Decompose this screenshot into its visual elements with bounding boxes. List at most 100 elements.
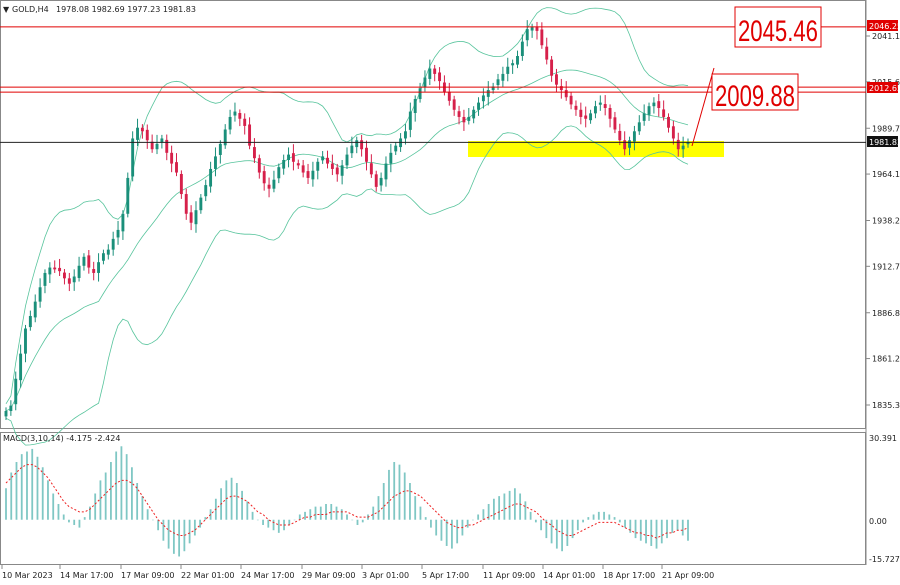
macd-bar xyxy=(68,519,70,523)
macd-bar xyxy=(555,519,558,549)
candle-body xyxy=(287,154,290,160)
macd-bar xyxy=(241,490,243,520)
macd-bar xyxy=(666,519,668,539)
macd-bar xyxy=(83,517,86,520)
y-tick-label: 2041.15 xyxy=(872,32,900,41)
candle-body xyxy=(262,171,266,184)
macd-bar xyxy=(120,446,123,520)
macd-bar xyxy=(298,514,301,520)
candle-body xyxy=(228,116,232,130)
candle-body xyxy=(516,55,519,65)
bollinger-bands xyxy=(5,7,689,446)
macd-label: MACD(3,10,14) -4.175 -2.424 xyxy=(3,434,120,443)
tag-price: 1981.83 xyxy=(869,138,900,147)
y-tick-label: 1886.80 xyxy=(872,309,900,318)
macd-bar xyxy=(414,496,417,520)
macd-bar xyxy=(151,519,154,521)
x-tick-label: 22 Mar 01:00 xyxy=(181,571,234,580)
macd-bar xyxy=(534,519,537,523)
candle-body xyxy=(550,59,554,76)
macd-bar xyxy=(193,519,196,536)
macd-bar xyxy=(388,469,390,520)
candle-body xyxy=(433,68,437,74)
macd-bar xyxy=(550,519,553,544)
candle-body xyxy=(189,212,193,223)
macd-bar xyxy=(624,519,626,528)
candle-body xyxy=(355,140,359,148)
macd-bar xyxy=(618,519,621,523)
macd-bar xyxy=(110,462,112,520)
macd-bar xyxy=(634,519,637,539)
candle-body xyxy=(9,405,13,412)
y-tick-label: 1938.25 xyxy=(872,217,900,226)
macd-bar xyxy=(330,503,333,520)
macd-bar xyxy=(592,514,595,520)
candle-body xyxy=(369,163,373,175)
candle-body xyxy=(637,122,641,132)
macd-bar xyxy=(472,519,474,521)
macd-bar xyxy=(671,519,674,533)
macd-bar xyxy=(608,514,611,520)
macd-bar xyxy=(587,517,590,520)
macd-bar xyxy=(188,519,191,544)
macd-bar xyxy=(576,519,579,531)
macd-bar xyxy=(356,519,359,525)
bollinger-upper xyxy=(5,7,689,405)
macd-bar xyxy=(435,519,438,536)
candle-body xyxy=(681,145,685,150)
candle-body xyxy=(428,68,432,79)
candle-body xyxy=(272,179,276,189)
macd-bar xyxy=(246,501,249,520)
candle-body xyxy=(574,105,578,110)
tag-mid: 2012.65 xyxy=(869,84,900,93)
candle-body xyxy=(238,113,242,119)
candle-body xyxy=(92,269,96,273)
candle-body xyxy=(559,86,563,91)
macd-bar xyxy=(561,519,563,552)
candle-body xyxy=(63,272,66,279)
macd-bar xyxy=(15,462,18,520)
macd-bar xyxy=(597,511,600,520)
macd-bar xyxy=(498,496,501,520)
header-arrow: ▼ xyxy=(3,5,10,14)
candle-body xyxy=(72,276,76,283)
candle-body xyxy=(179,173,183,195)
candle-body xyxy=(452,99,456,110)
macd-bar xyxy=(183,519,186,552)
macd-bar xyxy=(639,519,642,541)
candle-body xyxy=(374,174,378,187)
candle-body xyxy=(19,353,23,381)
y-tick-label: 1912.70 xyxy=(872,262,900,271)
candle-body xyxy=(330,163,334,169)
candle-body xyxy=(248,124,252,146)
macd-bar xyxy=(172,519,175,554)
macd-bar xyxy=(115,451,118,520)
macd-bar xyxy=(346,514,348,520)
candle-body xyxy=(408,111,412,130)
candle-body xyxy=(520,41,524,56)
candle-body xyxy=(243,118,247,126)
candle-body xyxy=(160,138,164,143)
candle-body xyxy=(438,72,442,82)
candle-body xyxy=(365,147,368,162)
macd-bar xyxy=(225,480,228,520)
x-tick-label: 14 Apr 01:00 xyxy=(543,571,595,580)
candle-body xyxy=(632,131,636,142)
candle-body xyxy=(418,88,422,100)
header-symbol: GOLD,H4 xyxy=(12,5,49,14)
candle-body xyxy=(311,170,315,180)
candle-body xyxy=(481,95,485,102)
candle-body xyxy=(623,140,627,150)
macd-bar xyxy=(424,517,427,520)
candle-body xyxy=(116,229,120,238)
macd-bar xyxy=(167,519,170,549)
candle-body xyxy=(457,111,461,117)
candle-body xyxy=(491,86,495,91)
candle-body xyxy=(501,73,505,81)
candle-body xyxy=(525,29,529,41)
macd-bar xyxy=(335,506,338,520)
candle-body xyxy=(87,255,91,268)
x-tick-label: 3 Apr 01:00 xyxy=(362,571,409,580)
macd-bar xyxy=(361,519,364,523)
candle-body xyxy=(676,139,680,150)
